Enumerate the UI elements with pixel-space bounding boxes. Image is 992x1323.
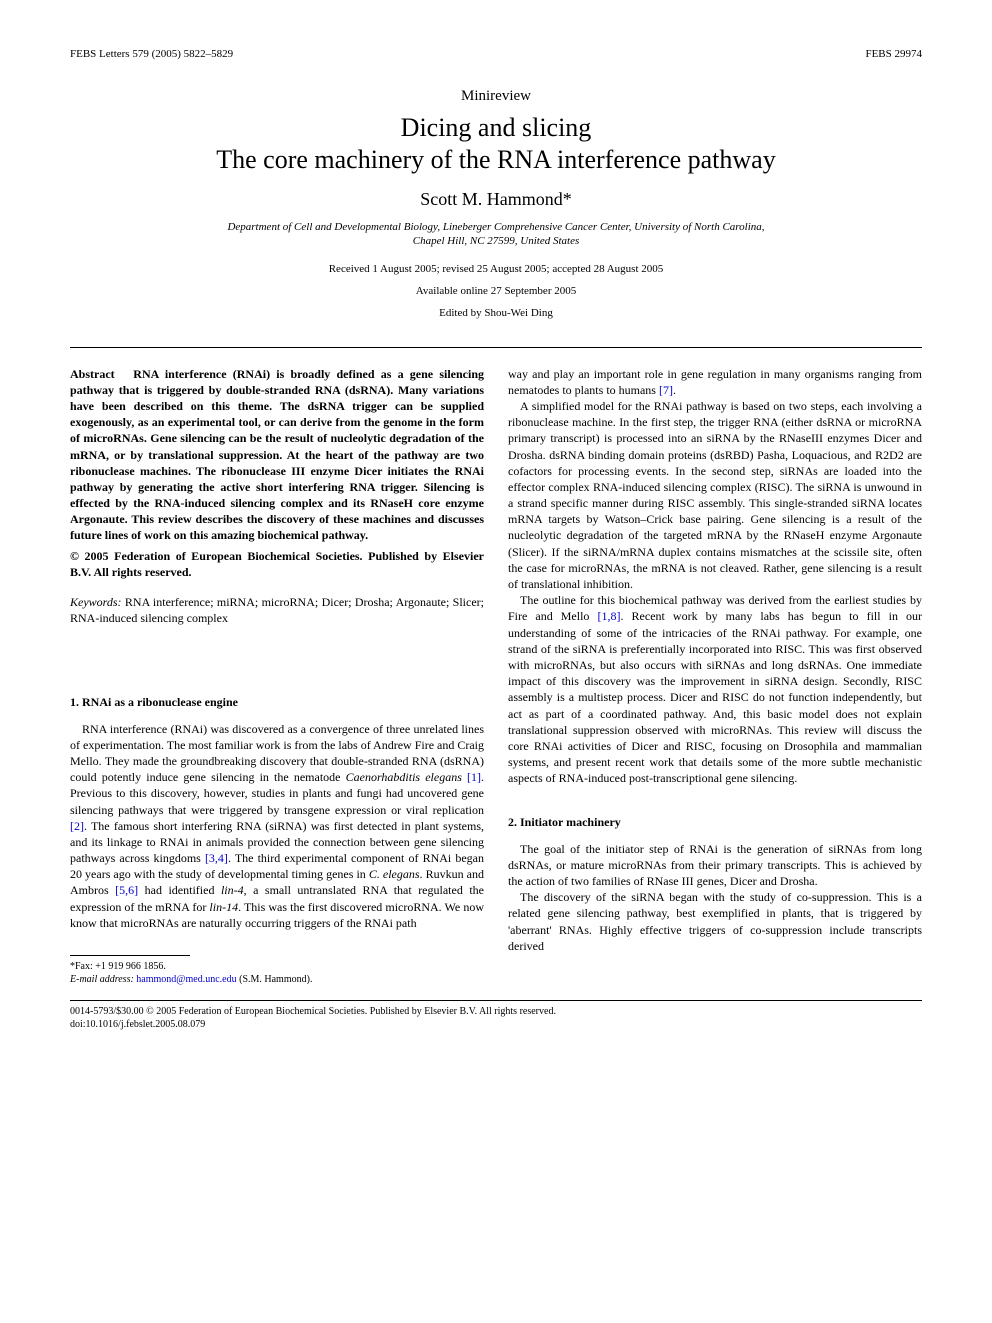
keywords-text: RNA interference; miRNA; microRNA; Dicer… (70, 595, 484, 625)
footnote-fax: *Fax: +1 919 966 1856. (70, 960, 484, 973)
section-2-para-2: The discovery of the siRNA began with th… (508, 889, 922, 954)
abstract-text: RNA interference (RNAi) is broadly defin… (70, 367, 484, 543)
bottom-line-2: doi:10.1016/j.febslet.2005.08.079 (70, 1018, 922, 1031)
header-divider (70, 347, 922, 348)
right-column: way and play an important role in gene r… (508, 366, 922, 986)
ref-link[interactable]: [7] (659, 383, 673, 397)
section-1-heading: 1. RNAi as a ribonuclease engine (70, 694, 484, 710)
email-label: E-mail address: (70, 974, 134, 985)
affiliation: Department of Cell and Developmental Bio… (70, 220, 922, 249)
header-right: FEBS 29974 (865, 48, 922, 60)
title-line-1: Dicing and slicing (70, 113, 922, 143)
col2-para-3: The outline for this biochemical pathway… (508, 592, 922, 786)
available-online: Available online 27 September 2005 (70, 285, 922, 297)
footnote-rule (70, 955, 190, 956)
section-1-para-1: RNA interference (RNAi) was discovered a… (70, 721, 484, 931)
bottom-info: 0014-5793/$30.00 © 2005 Federation of Eu… (70, 1005, 922, 1031)
affiliation-line-2: Chapel Hill, NC 27599, United States (413, 235, 580, 247)
footnote-block: *Fax: +1 919 966 1856. E-mail address: h… (70, 960, 484, 986)
keywords-label: Keywords: (70, 595, 122, 609)
author-name: Scott M. Hammond* (70, 189, 922, 210)
header-left: FEBS Letters 579 (2005) 5822–5829 (70, 48, 233, 60)
col2-para-1: way and play an important role in gene r… (508, 366, 922, 398)
ref-link[interactable]: [5,6] (115, 883, 138, 897)
ref-link[interactable]: [3,4] (205, 851, 228, 865)
keywords-block: Keywords: RNA interference; miRNA; micro… (70, 594, 484, 626)
title-line-2: The core machinery of the RNA interferen… (70, 145, 922, 175)
email-paren: (S.M. Hammond). (239, 974, 312, 985)
section-2-para-1: The goal of the initiator step of RNAi i… (508, 841, 922, 890)
running-header: FEBS Letters 579 (2005) 5822–5829 FEBS 2… (70, 48, 922, 60)
col2-para-2: A simplified model for the RNAi pathway … (508, 398, 922, 592)
ref-link[interactable]: [2] (70, 819, 84, 833)
abstract-label: Abstract (70, 367, 115, 381)
email-link[interactable]: hammond@med.unc.edu (136, 974, 236, 985)
article-dates: Received 1 August 2005; revised 25 Augus… (70, 263, 922, 275)
abstract-block: Abstract RNA interference (RNAi) is broa… (70, 366, 484, 544)
bottom-line-1: 0014-5793/$30.00 © 2005 Federation of Eu… (70, 1005, 922, 1018)
affiliation-line-1: Department of Cell and Developmental Bio… (227, 221, 764, 233)
two-column-layout: Abstract RNA interference (RNAi) is broa… (70, 366, 922, 986)
ref-link[interactable]: [1,8] (597, 609, 620, 623)
bottom-divider (70, 1000, 922, 1001)
edited-by: Edited by Shou-Wei Ding (70, 307, 922, 319)
copyright-text: © 2005 Federation of European Biochemica… (70, 548, 484, 580)
section-2-heading: 2. Initiator machinery (508, 814, 922, 830)
footnote-email-line: E-mail address: hammond@med.unc.edu (S.M… (70, 973, 484, 986)
left-column: Abstract RNA interference (RNAi) is broa… (70, 366, 484, 986)
article-type: Minireview (70, 88, 922, 105)
ref-link[interactable]: [1] (467, 770, 481, 784)
